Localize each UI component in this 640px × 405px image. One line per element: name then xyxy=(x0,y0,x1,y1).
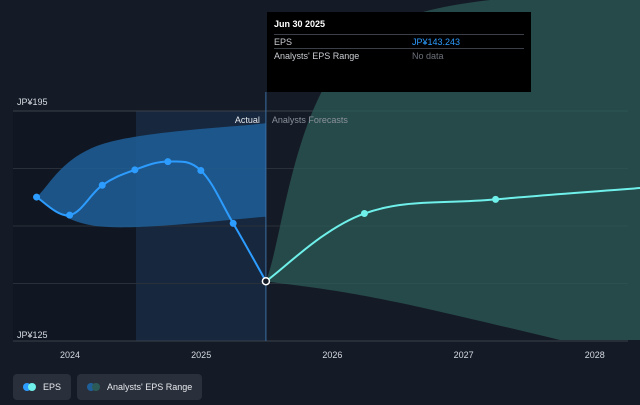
legend: EPS Analysts' EPS Range xyxy=(13,374,203,400)
eps-actual-point[interactable] xyxy=(261,276,271,286)
x-tick-label: 2026 xyxy=(322,350,342,360)
actual-range-band xyxy=(36,123,266,228)
tooltip-eps-label: EPS xyxy=(274,36,293,47)
eps-actual-point[interactable] xyxy=(98,181,106,189)
legend-item-eps-range[interactable]: Analysts' EPS Range xyxy=(77,374,203,400)
eps-actual-point[interactable] xyxy=(33,193,41,201)
legend-range-swatch-icon xyxy=(87,383,101,391)
legend-eps-swatch-icon xyxy=(23,383,37,391)
hover-tooltip: Jun 30 2025 EPS JP¥143.243 Analysts' EPS… xyxy=(267,12,531,92)
actual-region-label: Actual xyxy=(235,115,260,125)
eps-forecast-line xyxy=(265,187,640,283)
eps-forecast-point[interactable] xyxy=(492,195,500,203)
legend-eps-label: EPS xyxy=(43,382,62,392)
tooltip-range-label: Analysts' EPS Range xyxy=(274,50,360,61)
tooltip-range-value: No data xyxy=(412,50,444,61)
tooltip-row-range: Analysts' EPS Range No data xyxy=(274,48,524,62)
tooltip-row-eps: EPS JP¥143.243 xyxy=(274,34,524,48)
y-tick-label-top: JP¥195 xyxy=(17,97,48,107)
eps-actual-point[interactable] xyxy=(164,158,172,166)
legend-range-label: Analysts' EPS Range xyxy=(107,382,193,392)
forecast-region-label: Analysts Forecasts xyxy=(272,115,349,125)
y-tick-label-bottom: JP¥125 xyxy=(17,330,48,340)
eps-actual-point[interactable] xyxy=(229,219,237,227)
eps-forecast-point[interactable] xyxy=(360,210,368,218)
eps-actual-point[interactable] xyxy=(131,166,139,174)
eps-actual-point[interactable] xyxy=(197,166,205,174)
legend-item-eps[interactable]: EPS xyxy=(13,374,72,400)
x-tick-label: 2025 xyxy=(191,350,211,360)
tooltip-date: Jun 30 2025 xyxy=(274,19,326,29)
x-tick-label: 2028 xyxy=(585,350,605,360)
eps-actual-point[interactable] xyxy=(66,211,74,219)
x-tick-label: 2024 xyxy=(60,350,80,360)
x-tick-label: 2027 xyxy=(454,350,474,360)
tooltip-eps-value: JP¥143.243 xyxy=(412,36,461,47)
